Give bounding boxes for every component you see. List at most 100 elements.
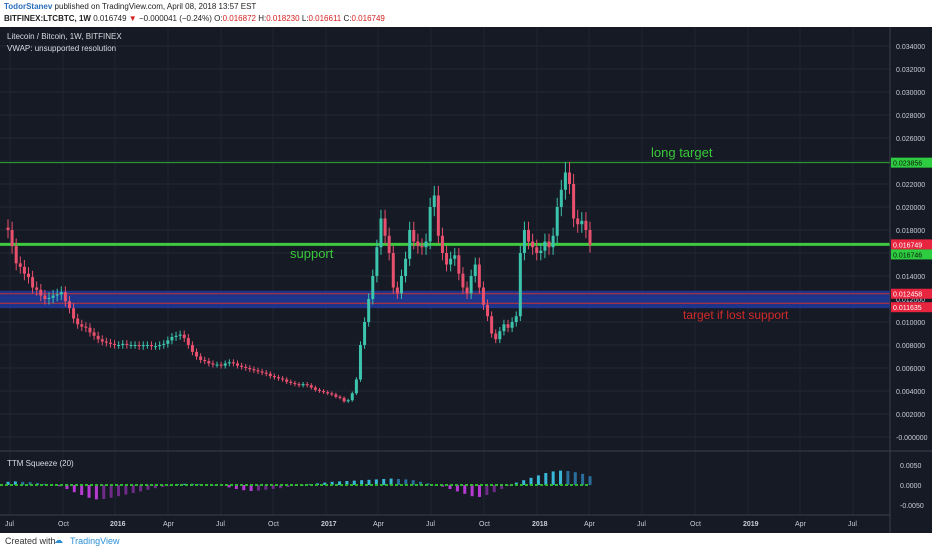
candle-body: [137, 345, 141, 347]
candle-body: [588, 230, 592, 245]
squeeze-bar: [153, 485, 157, 489]
squeeze-bar: [389, 478, 393, 485]
squeeze-bar: [588, 476, 592, 485]
squeeze-bar: [94, 485, 98, 500]
candle-body: [420, 246, 424, 248]
candle-body: [35, 287, 39, 290]
support-tag-bg: [891, 249, 932, 260]
candle-body: [14, 246, 18, 264]
squeeze-legend[interactable]: TTM Squeeze (20): [7, 459, 74, 468]
candle-body: [100, 339, 104, 342]
price-axis-label: 0.006000: [896, 366, 925, 373]
candle-body: [465, 287, 469, 294]
symbol-legend[interactable]: Litecoin / Bitcoin, 1W, BITFINEX: [7, 32, 122, 41]
price-axis-label: 0.034000: [896, 44, 925, 51]
candle-body: [149, 345, 153, 347]
price-axis-label: 0.028000: [896, 113, 925, 120]
candle-body: [387, 235, 391, 253]
candle-body: [527, 230, 531, 242]
squeeze-bar: [500, 485, 504, 489]
squeeze-bar: [492, 485, 496, 493]
candle-body: [145, 345, 149, 346]
squeeze-bar: [264, 485, 268, 490]
created-with-text: Created with: [5, 536, 56, 546]
price-axis-label: 0.004000: [896, 389, 925, 396]
candle-body: [182, 334, 186, 339]
support-annotation[interactable]: support: [290, 246, 334, 261]
candle-body: [272, 376, 276, 378]
candle-body: [371, 276, 375, 299]
candle-body: [244, 366, 248, 368]
squeeze-bar: [117, 485, 121, 497]
candle-body: [432, 195, 436, 207]
tradingview-brand[interactable]: TradingView: [70, 536, 120, 546]
candle-body: [486, 304, 490, 317]
candle-body: [330, 393, 334, 395]
squeeze-bar: [109, 485, 113, 498]
candle-body: [473, 264, 477, 276]
symbol-label: BITFINEX:LTCBTC, 1W: [4, 14, 91, 23]
candle-body: [47, 297, 51, 299]
time-axis-label: 2019: [743, 521, 759, 528]
author-link[interactable]: TodorStanev: [4, 2, 53, 11]
oscillator-axis[interactable]: 0.0050 0.0000 -0.0050: [900, 463, 924, 510]
candle-body: [395, 287, 399, 294]
candle-body: [342, 397, 346, 402]
candle-body: [72, 308, 76, 319]
candle-body: [51, 295, 55, 298]
oscillator-axis-label: 0.0050: [900, 463, 922, 470]
squeeze-bar: [198, 484, 202, 485]
squeeze-bar: [87, 485, 91, 498]
candle-body: [289, 381, 293, 383]
squeeze-bar: [559, 470, 563, 485]
squeeze-bar: [485, 485, 489, 495]
squeeze-bar: [544, 473, 548, 485]
lost-support-annotation[interactable]: target if lost support: [683, 308, 789, 322]
candle-body: [469, 276, 473, 294]
candle-body: [203, 359, 207, 362]
publish-line: TodorStanev published on TradingView.com…: [4, 2, 256, 11]
candle-body: [80, 324, 84, 327]
tradingview-logo-icon[interactable]: ☁: [54, 535, 63, 545]
candle-body: [22, 266, 26, 274]
squeeze-bar: [477, 485, 481, 497]
candle-body: [322, 391, 326, 393]
low-value: 0.016611: [308, 14, 342, 23]
candle-body: [555, 207, 559, 236]
squeeze-bar: [345, 481, 349, 485]
time-axis-label: Apr: [373, 521, 385, 528]
candle-body: [84, 326, 88, 328]
candle-body: [277, 377, 281, 379]
candle-body: [178, 334, 182, 336]
candle-body: [96, 335, 100, 340]
squeeze-bar: [58, 485, 62, 487]
candle-body: [399, 276, 403, 294]
zone-bottom-tag: 0.011635: [893, 305, 922, 312]
candle-body: [297, 384, 301, 386]
time-axis-label: Oct: [58, 521, 69, 528]
squeeze-bar: [124, 485, 128, 495]
price-axis-label: 0.010000: [896, 320, 925, 327]
squeeze-bar: [367, 479, 371, 485]
candle-body: [547, 241, 551, 248]
squeeze-bar: [183, 483, 187, 485]
zone-top-tag-bg: [891, 288, 932, 299]
horizontal-levels[interactable]: [0, 162, 890, 304]
squeeze-bar: [43, 483, 47, 485]
published-text: published on TradingView.com, April 08, …: [54, 2, 257, 11]
candle-body: [461, 273, 465, 288]
candle-body: [518, 253, 522, 317]
high-value: 0.018230: [266, 14, 300, 23]
vwap-legend[interactable]: VWAP: unsupported resolution: [7, 44, 116, 53]
candle-body: [223, 363, 227, 366]
candle-body: [129, 345, 133, 346]
candle-body: [55, 294, 59, 296]
time-axis[interactable]: Jul Oct 2016 Apr Jul Oct 2017 Apr Jul Oct 2018 Apr J…: [5, 521, 857, 528]
price-chart[interactable]: 0.034000 0.032000 0.030000 0.028000 0.026000…: [0, 27, 932, 533]
long-target-annotation[interactable]: long target: [651, 145, 713, 160]
candle-body: [584, 220, 588, 230]
candle-body: [252, 369, 256, 371]
chart-frame[interactable]: 0.034000 0.032000 0.030000 0.028000 0.026000…: [0, 27, 932, 533]
candle-body: [301, 384, 305, 386]
current-price-tag: 0.016749: [893, 242, 922, 249]
